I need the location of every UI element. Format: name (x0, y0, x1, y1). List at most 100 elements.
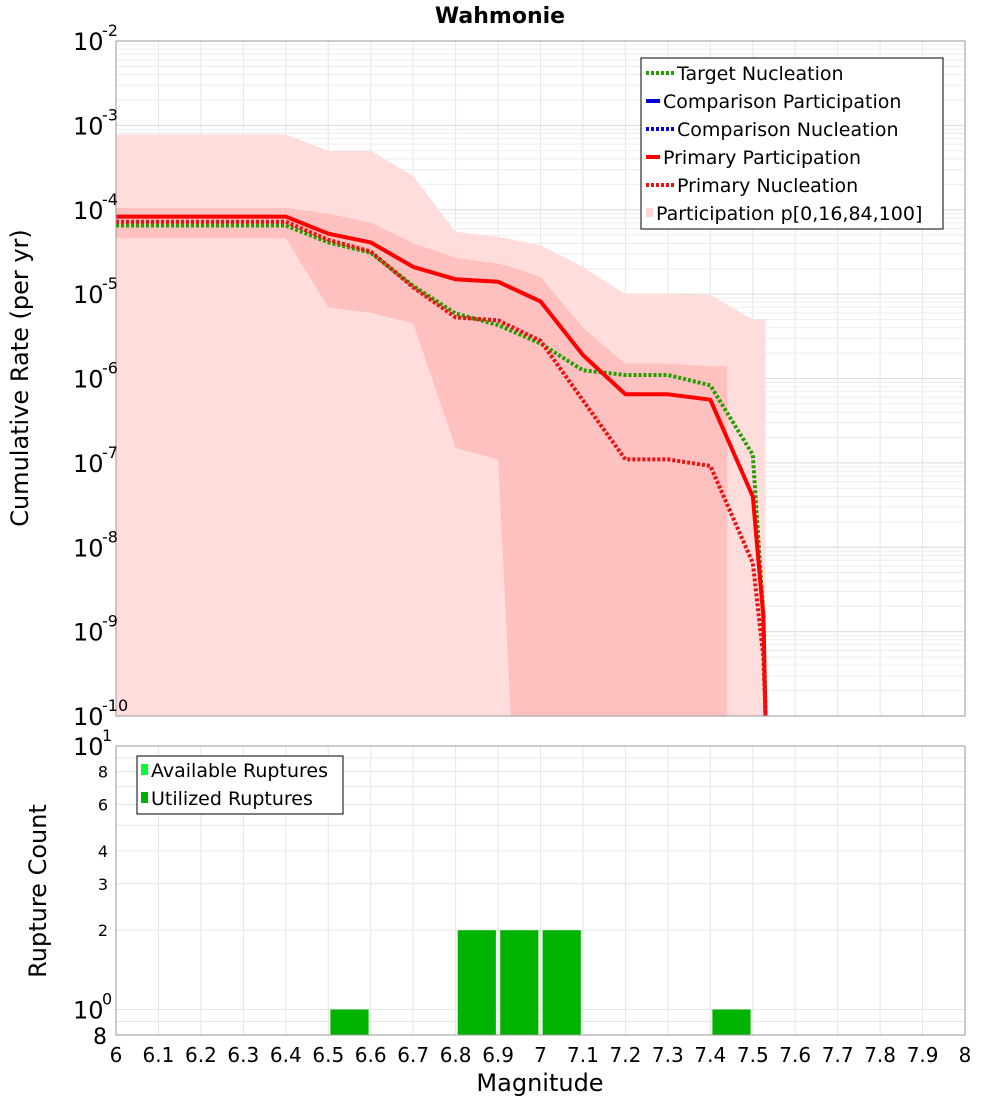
y-tick-base: 10 (73, 733, 104, 761)
x-tick-label: 7.8 (864, 1043, 896, 1067)
y-tick-label: 4 (98, 842, 108, 861)
y-tick-exponent: -10 (102, 696, 128, 715)
band-p16-p84 (116, 208, 728, 716)
legend-swatch-utilized-ruptures (141, 792, 148, 803)
legend-label-available-ruptures: Available Ruptures (151, 760, 328, 782)
x-tick-label: 6.8 (440, 1043, 472, 1067)
legend-label-participation-band: Participation p[0,16,84,100] (656, 203, 922, 225)
x-axis-label: Magnitude (476, 1069, 603, 1097)
y-tick-base: 10 (73, 619, 104, 647)
y-tick-base: 10 (73, 996, 104, 1024)
y-tick-exponent: -5 (102, 274, 118, 293)
top-y-axis-label: Cumulative Rate (per yr) (6, 229, 34, 527)
x-tick-label: 7.4 (694, 1043, 726, 1067)
top-legend-box (640, 57, 944, 230)
y-tick-exponent: 0 (102, 989, 112, 1008)
legend-label-primary-participation: Primary Participation (663, 147, 861, 169)
x-tick-labels: 6 6.1 6.2 6.3 6.4 6.5 6.6 6.7 6.8 6.9 7 7.1 7.2 7.3 7.… (110, 1043, 972, 1067)
x-tick-label: 7.1 (567, 1043, 599, 1067)
top-y-tick: 10-3 (73, 105, 118, 140)
top-y-tick: 10-2 (73, 21, 118, 56)
x-tick-label: 6.5 (312, 1043, 344, 1067)
rupture-bar (500, 930, 539, 1035)
y-tick-base: 10 (73, 281, 104, 309)
top-y-tick: 10-9 (73, 612, 118, 647)
bottom-y-tick: 100 (73, 989, 112, 1024)
x-tick-label: 6.4 (270, 1043, 302, 1067)
y-tick-exponent: -3 (102, 105, 118, 124)
x-tick-label: 8 (959, 1043, 972, 1067)
y-tick-base: 10 (73, 366, 104, 394)
top-bands (116, 134, 766, 716)
x-tick-label: 7.3 (652, 1043, 684, 1067)
x-tick-label: 7.7 (822, 1043, 854, 1067)
x-tick-label: 6.6 (355, 1043, 387, 1067)
top-series-lines (116, 214, 768, 717)
top-y-tick: 10-7 (73, 443, 118, 478)
bottom-legend-box (136, 755, 344, 815)
x-tick-label: 7.5 (737, 1043, 769, 1067)
bottom-y-tick: 8 (93, 1025, 107, 1050)
y-tick-label: 8 (98, 763, 108, 782)
y-tick-base: 10 (73, 703, 104, 731)
x-tick-label: 7.6 (779, 1043, 811, 1067)
top-y-tick: 10-8 (73, 527, 118, 562)
x-tick-label: 7 (534, 1043, 547, 1067)
bottom-y-tick: 4 (98, 842, 108, 861)
top-y-tick: 10-10 (73, 696, 128, 731)
y-tick-exponent: -2 (102, 21, 118, 40)
y-tick-exponent: 1 (102, 726, 112, 745)
legend-label-primary-nucleation: Primary Nucleation (677, 175, 858, 197)
rupture-bar (457, 930, 496, 1035)
bottom-y-tick: 8 (98, 763, 108, 782)
legend-label-utilized-ruptures: Utilized Ruptures (151, 788, 313, 810)
top-legend: Target Nucleation Comparison Participati… (640, 57, 944, 230)
y-tick-exponent: -9 (102, 612, 118, 631)
legend-label-comparison-participation: Comparison Participation (663, 91, 901, 113)
x-tick-label: 6 (110, 1043, 123, 1067)
line-target-nucleation (116, 223, 768, 717)
bottom-y-tick: 6 (98, 795, 108, 814)
y-tick-base: 10 (73, 534, 104, 562)
line-primary-nucleation (116, 219, 768, 717)
legend-label-target-nucleation: Target Nucleation (676, 63, 844, 85)
y-tick-label: 2 (98, 921, 108, 940)
rupture-bar (712, 1009, 751, 1035)
bottom-y-tick: 101 (73, 726, 112, 761)
top-y-tick: 10-4 (73, 190, 118, 225)
x-tick-label: 6.7 (397, 1043, 429, 1067)
bottom-y-tick: 2 (98, 921, 108, 940)
legend-label-comparison-nucleation: Comparison Nucleation (677, 119, 899, 141)
y-tick-base: 10 (73, 450, 104, 478)
y-tick-base: 10 (73, 197, 104, 225)
y-tick-label: 3 (98, 875, 108, 894)
y-tick-label: 6 (98, 795, 108, 814)
y-tick-exponent: -4 (102, 190, 118, 209)
x-tick-label: 7.9 (907, 1043, 939, 1067)
top-y-tick: 10-5 (73, 274, 118, 309)
bottom-plot-frame (115, 745, 966, 1036)
x-tick-label: 6.2 (185, 1043, 217, 1067)
rupture-bar (330, 1009, 369, 1035)
legend-swatch-available-ruptures (141, 764, 148, 775)
x-tick-label: 6.3 (227, 1043, 259, 1067)
chart-title: Wahmonie (435, 4, 565, 29)
bottom-y-axis-label: Rupture Count (24, 804, 52, 978)
top-plot-frame (115, 40, 966, 717)
y-tick-exponent: -7 (102, 443, 118, 462)
y-tick-exponent: -8 (102, 527, 118, 546)
x-tick-label: 6.1 (142, 1043, 174, 1067)
line-primary-participation (116, 214, 768, 717)
bottom-legend: Available Ruptures Utilized Ruptures (136, 755, 344, 815)
y-tick-base: 10 (73, 112, 104, 140)
bottom-bars (330, 930, 751, 1035)
legend-swatch-participation-band (646, 208, 653, 217)
y-tick-label: 8 (93, 1025, 107, 1050)
bottom-y-tick: 3 (98, 875, 108, 894)
y-tick-base: 10 (73, 28, 104, 56)
rupture-bar (542, 930, 581, 1035)
